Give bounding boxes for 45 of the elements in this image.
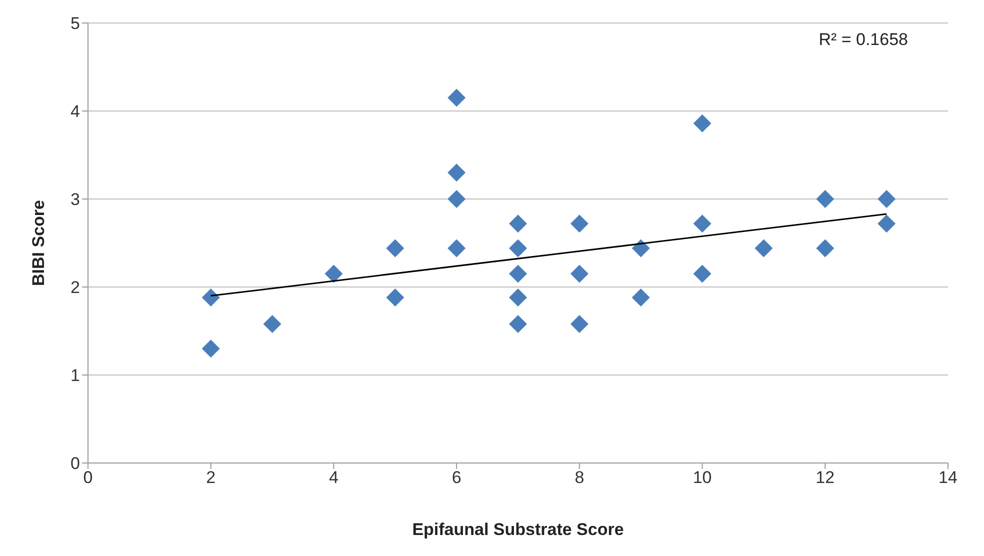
annotation: R² = 0.1658 xyxy=(818,30,908,50)
y-tick-label: 5 xyxy=(70,14,80,34)
y-tick-label: 3 xyxy=(70,190,80,210)
point xyxy=(693,114,712,132)
x-tick-label: 10 xyxy=(692,468,712,488)
x-tick-label: 14 xyxy=(938,468,958,488)
point xyxy=(386,288,404,307)
point xyxy=(263,314,282,333)
point xyxy=(509,288,527,307)
y-axis-title: BIBI Score xyxy=(29,200,48,286)
x-axis-title: Epifaunal Substrate Score xyxy=(412,520,624,540)
point xyxy=(693,264,712,283)
point xyxy=(509,314,527,333)
y-tick-label: 4 xyxy=(70,102,80,122)
x-tick-label: 2 xyxy=(206,468,216,488)
point xyxy=(878,214,896,233)
x-tick-label: 4 xyxy=(328,468,338,488)
point xyxy=(509,239,527,258)
point xyxy=(386,239,404,258)
point xyxy=(816,239,834,258)
point xyxy=(693,214,712,233)
point xyxy=(816,190,834,208)
x-tick-label: 12 xyxy=(816,468,835,488)
x-tick-label: 8 xyxy=(574,468,584,488)
point xyxy=(509,264,527,283)
point xyxy=(509,214,527,233)
point xyxy=(570,214,588,233)
point xyxy=(632,239,650,258)
point xyxy=(448,164,466,182)
y-tick-label: 2 xyxy=(70,278,80,298)
point xyxy=(754,239,773,258)
point xyxy=(570,264,588,283)
point xyxy=(202,288,220,307)
point xyxy=(324,264,343,283)
x-tick-label: 6 xyxy=(452,468,462,488)
point xyxy=(632,288,650,307)
y-tick-label: 0 xyxy=(70,454,80,474)
x-tick-label: 0 xyxy=(83,468,93,488)
point xyxy=(448,239,466,258)
point xyxy=(202,340,220,358)
point xyxy=(448,88,466,107)
point xyxy=(448,190,466,208)
point xyxy=(570,314,588,333)
y-tick-label: 1 xyxy=(70,366,80,386)
point xyxy=(878,190,896,208)
